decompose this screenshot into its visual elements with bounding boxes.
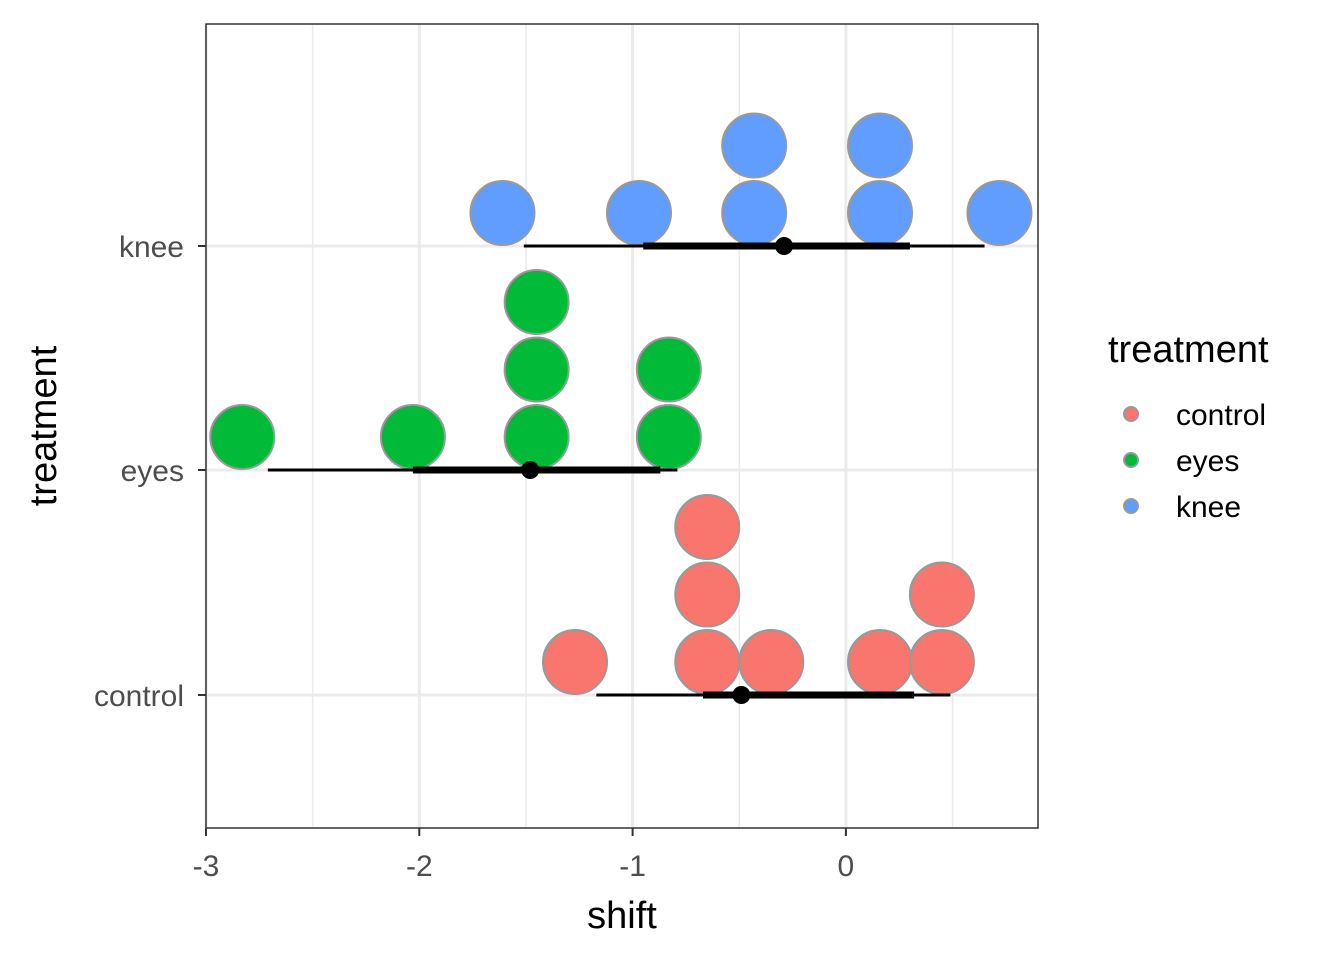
data-dot-eyes xyxy=(503,269,570,335)
legend-label-control: control xyxy=(1176,399,1266,432)
data-dot-control xyxy=(908,629,975,695)
data-dot-knee xyxy=(847,112,914,179)
data-dot-knee xyxy=(847,180,914,246)
data-dot-control xyxy=(674,494,741,560)
legend-label-eyes: eyes xyxy=(1176,445,1239,478)
data-dot-knee xyxy=(605,180,672,246)
dot-layer xyxy=(209,112,1033,695)
data-dot-control xyxy=(674,561,741,628)
data-dot-knee xyxy=(469,180,536,246)
y-tick-label: eyes xyxy=(121,455,184,488)
data-dot-control xyxy=(738,629,805,695)
data-dot-control xyxy=(542,629,609,695)
plot-panel-border xyxy=(205,23,1039,829)
y-tick-label: knee xyxy=(119,231,184,264)
point-estimate-knee xyxy=(775,237,794,255)
legend: treatment control eyes knee xyxy=(1108,329,1269,524)
x-tick-label: -1 xyxy=(619,850,646,883)
x-tick-label: 0 xyxy=(838,850,855,883)
plot-background xyxy=(206,24,1038,828)
x-tick-label: -2 xyxy=(406,850,433,883)
legend-title: treatment xyxy=(1108,329,1269,371)
data-dot-eyes xyxy=(635,336,702,403)
x-tick-label: -3 xyxy=(193,850,220,883)
data-dot-knee xyxy=(721,112,788,179)
data-dot-knee xyxy=(966,180,1033,246)
data-dot-eyes xyxy=(209,404,276,470)
data-dot-eyes xyxy=(503,336,570,403)
point-estimate-eyes xyxy=(521,461,540,479)
legend-label-knee: knee xyxy=(1176,491,1241,524)
y-tick-label: control xyxy=(94,680,184,713)
data-dot-eyes xyxy=(379,404,446,470)
data-dot-control xyxy=(847,629,914,695)
legend-key-eyes xyxy=(1123,452,1139,468)
data-dot-control xyxy=(908,561,975,628)
axis-layer: -3 -2 -1 0 control eyes knee xyxy=(94,231,854,883)
x-axis-title: shift xyxy=(587,895,657,937)
interval-layer xyxy=(267,237,985,704)
data-dot-knee xyxy=(721,180,788,246)
data-dot-eyes xyxy=(635,404,702,470)
data-dot-eyes xyxy=(503,404,570,470)
legend-key-control xyxy=(1123,406,1139,422)
data-dot-control xyxy=(674,629,741,695)
y-axis-title: treatment xyxy=(23,345,65,506)
point-estimate-control xyxy=(732,686,751,704)
legend-key-knee xyxy=(1123,498,1139,514)
